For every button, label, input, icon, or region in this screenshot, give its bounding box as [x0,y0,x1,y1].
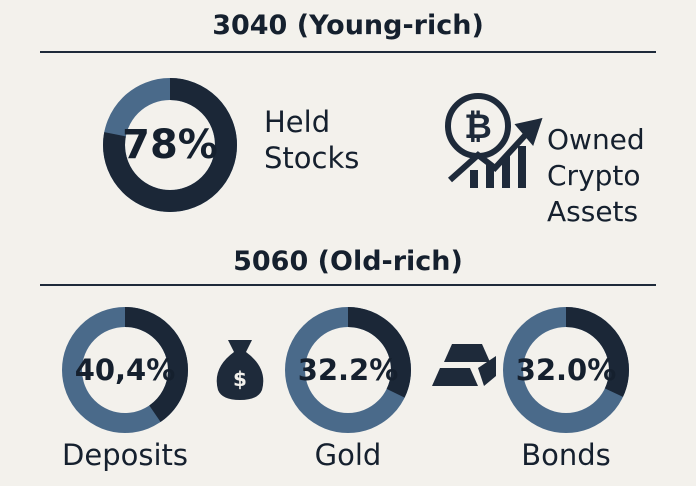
value-label: 78% [122,122,218,168]
value-label: 40,4% [75,353,176,387]
section-title: 3040 (Young-rich) [212,10,484,41]
donut-arc [62,307,188,433]
divider [40,51,656,53]
item-label: Bonds [521,438,611,472]
svg-text:₿: ₿ [464,107,492,147]
item-label: Gold [315,438,382,472]
gold-bars-icon [432,344,496,386]
value-label: 32.2% [298,353,399,387]
donut-arc [103,78,237,212]
value-label: 32.0% [516,353,617,387]
donut-arc [503,307,629,433]
item-label: Deposits [62,438,188,472]
item-label: Held Stocks [264,105,360,175]
divider [40,284,656,286]
note: Owned Crypto Assets [547,123,645,228]
donut-arc [285,307,411,433]
crypto-icon: ₿ [445,93,543,188]
section-title: 5060 (Old-rich) [233,246,463,277]
svg-text:$: $ [233,367,247,391]
money-bag-icon: $ [216,340,264,400]
